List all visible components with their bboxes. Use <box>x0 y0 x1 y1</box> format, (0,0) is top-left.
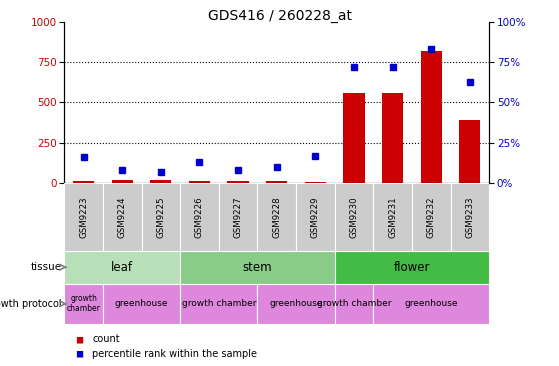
Bar <box>373 183 412 251</box>
Bar <box>64 284 103 324</box>
Bar <box>103 284 180 324</box>
Bar <box>335 251 489 284</box>
Bar <box>343 93 364 183</box>
Text: growth protocol: growth protocol <box>0 299 61 309</box>
Text: GSM9227: GSM9227 <box>234 196 243 238</box>
Text: growth chamber: growth chamber <box>317 299 391 308</box>
Text: GSM9223: GSM9223 <box>79 196 88 238</box>
Text: GSM9231: GSM9231 <box>388 196 397 238</box>
Text: growth
chamber: growth chamber <box>67 294 101 314</box>
Text: leaf: leaf <box>111 261 133 274</box>
Bar <box>103 183 141 251</box>
Bar <box>64 183 103 251</box>
Bar <box>112 180 133 183</box>
Bar <box>64 251 180 284</box>
Text: ◼: ◼ <box>75 349 84 359</box>
Bar <box>180 284 257 324</box>
Text: count: count <box>92 334 120 344</box>
Text: greenhouse: greenhouse <box>269 299 323 308</box>
Bar <box>73 180 94 183</box>
Bar <box>180 251 335 284</box>
Text: GSM9224: GSM9224 <box>118 196 127 238</box>
Bar <box>305 182 326 183</box>
Text: greenhouse: greenhouse <box>405 299 458 308</box>
Text: GSM9233: GSM9233 <box>465 196 475 238</box>
Bar <box>266 181 287 183</box>
Bar <box>382 93 403 183</box>
Bar <box>451 183 489 251</box>
Text: ◼: ◼ <box>75 334 84 344</box>
Bar <box>296 183 335 251</box>
Bar <box>335 284 373 324</box>
Text: GSM9230: GSM9230 <box>349 196 358 238</box>
Text: GSM9232: GSM9232 <box>427 196 435 238</box>
Text: greenhouse: greenhouse <box>115 299 168 308</box>
Text: GSM9228: GSM9228 <box>272 196 281 238</box>
Text: flower: flower <box>394 261 430 274</box>
Bar <box>141 183 180 251</box>
Bar <box>219 183 257 251</box>
Bar <box>459 120 480 183</box>
Bar <box>373 284 489 324</box>
Bar <box>189 182 210 183</box>
Text: GDS416 / 260228_at: GDS416 / 260228_at <box>207 9 352 23</box>
Text: stem: stem <box>243 261 272 274</box>
Text: tissue: tissue <box>30 262 61 272</box>
Text: GSM9225: GSM9225 <box>157 196 165 238</box>
Bar <box>257 284 335 324</box>
Bar <box>257 183 296 251</box>
Text: GSM9226: GSM9226 <box>195 196 204 238</box>
Text: GSM9229: GSM9229 <box>311 196 320 238</box>
Bar <box>180 183 219 251</box>
Bar <box>150 180 172 183</box>
Text: growth chamber: growth chamber <box>182 299 256 308</box>
Bar <box>335 183 373 251</box>
Bar <box>420 51 442 183</box>
Bar <box>412 183 451 251</box>
Bar <box>228 181 249 183</box>
Text: percentile rank within the sample: percentile rank within the sample <box>92 349 257 359</box>
